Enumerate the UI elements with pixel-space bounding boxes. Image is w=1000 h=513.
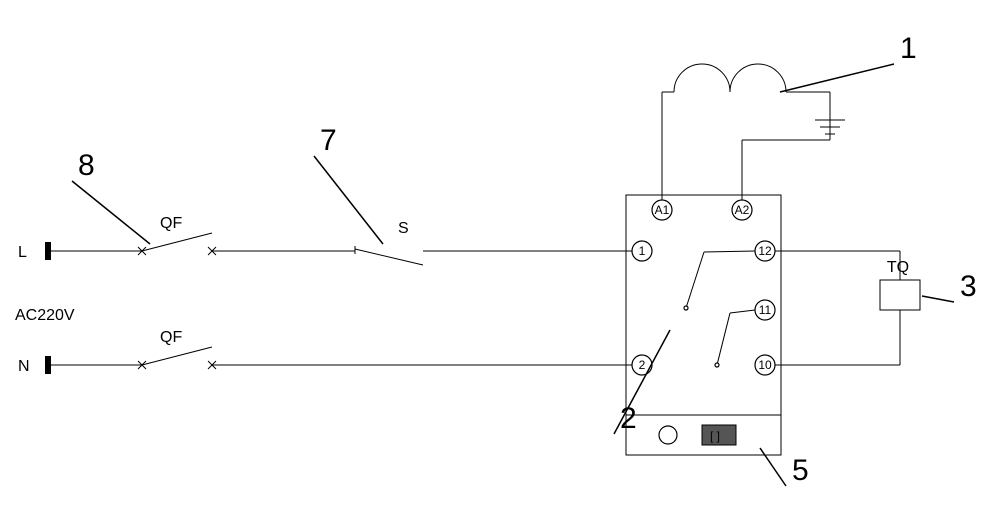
callout-3-leader xyxy=(922,296,954,302)
coil-hump-2 xyxy=(730,64,786,92)
relay-pin-a2-label: A2 xyxy=(735,203,750,217)
relay-contact-1 xyxy=(686,252,704,308)
callout-2-num: 2 xyxy=(620,402,637,435)
callout-3-num: 3 xyxy=(960,270,977,303)
callout-8-num: 8 xyxy=(78,149,95,182)
coil-hump-1 xyxy=(674,64,730,92)
relay-pin-10-label: 10 xyxy=(758,358,772,372)
panel-knob-icon xyxy=(659,426,677,444)
tq-label: TQ xyxy=(887,259,909,276)
callout-7-leader xyxy=(314,156,383,244)
relay-pin-1-label: 1 xyxy=(639,244,646,258)
relay-pin-12-label: 12 xyxy=(758,244,772,258)
panel-display-digits: [ ] xyxy=(710,429,720,443)
callout-1-num: 1 xyxy=(900,32,917,65)
callout-5-num: 5 xyxy=(792,454,809,487)
callout-7-num: 7 xyxy=(320,124,337,157)
breaker-qf-n-arm xyxy=(142,347,212,365)
callout-1-leader xyxy=(780,64,894,92)
breaker-qf-l-arm xyxy=(142,233,212,251)
relay-contact-2 xyxy=(717,313,730,365)
switch-s-arm xyxy=(355,249,423,265)
relay-pin-2-label: 2 xyxy=(639,358,646,372)
relay-pin-a1-label: A1 xyxy=(655,203,670,217)
terminal-N-label: N xyxy=(18,358,30,375)
switch-s-label: S xyxy=(398,220,409,237)
ac-voltage-label: AC220V xyxy=(15,307,75,324)
terminal-L-label: L xyxy=(18,244,27,261)
relay-pin-11-label: 11 xyxy=(759,303,772,317)
callout-8-leader xyxy=(72,181,150,244)
breaker-qf-l-label: QF xyxy=(160,215,182,232)
tq-box xyxy=(880,280,920,310)
callout-5-leader xyxy=(760,448,786,486)
breaker-qf-n-label: QF xyxy=(160,329,182,346)
